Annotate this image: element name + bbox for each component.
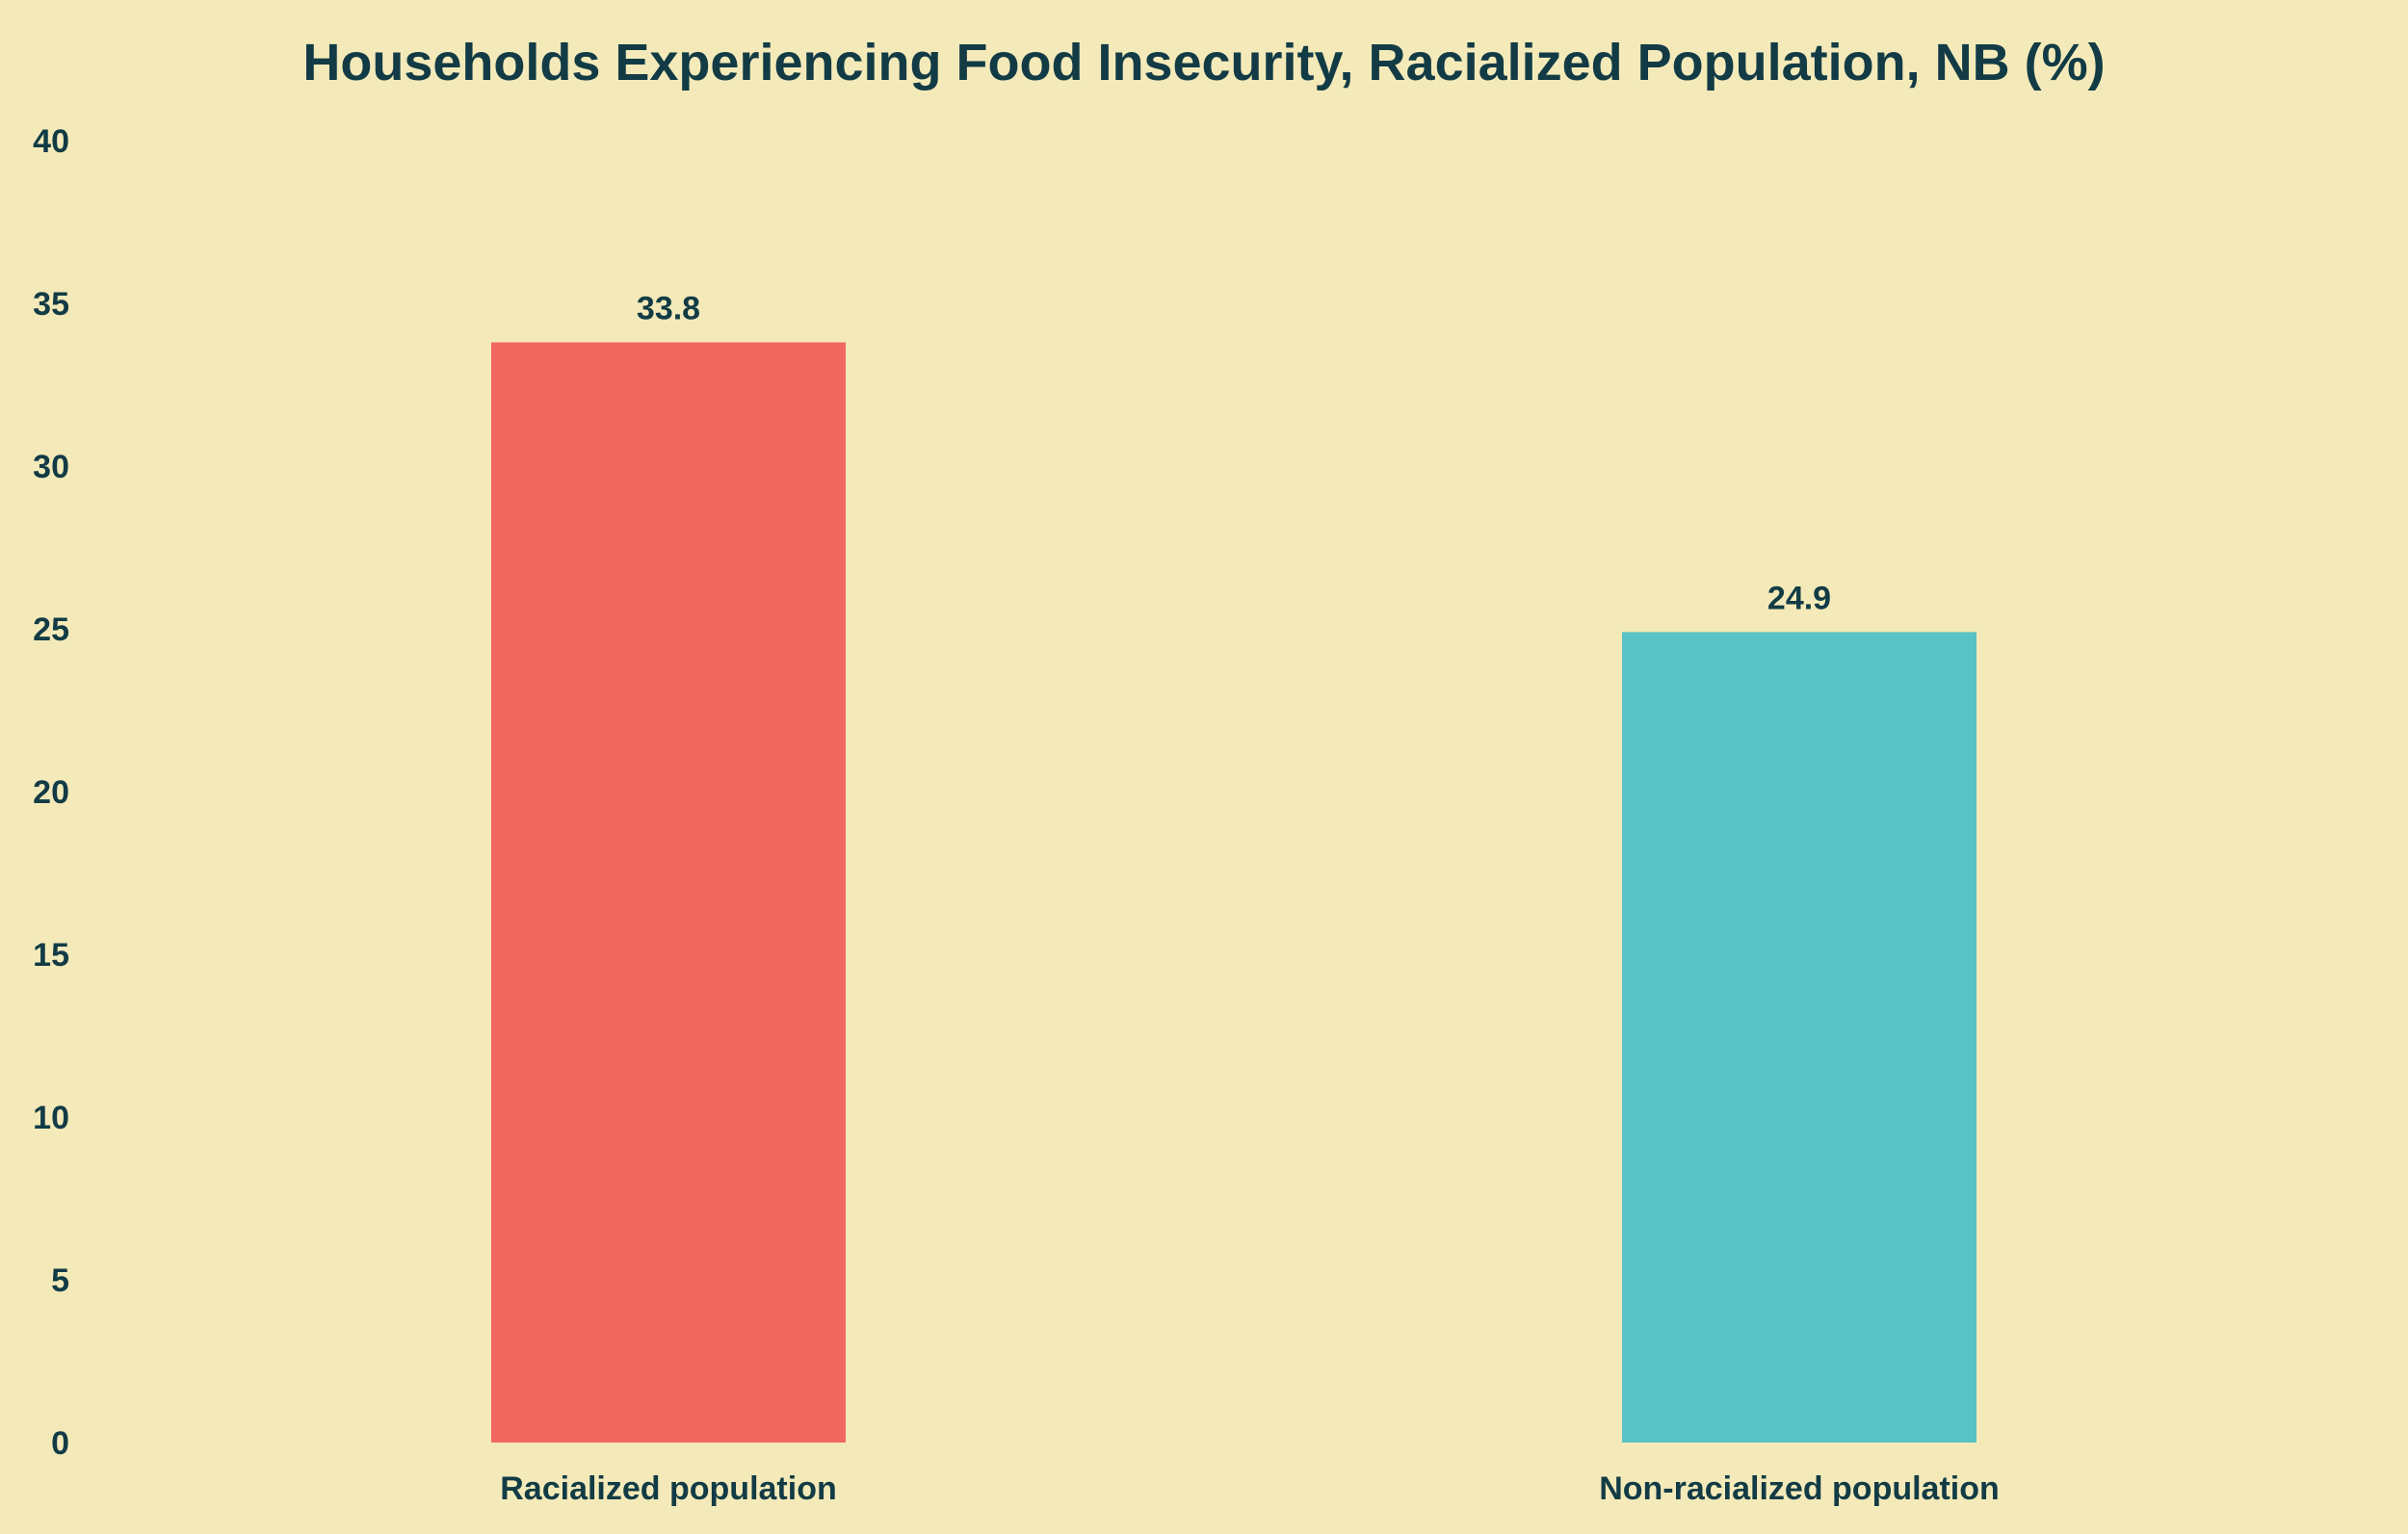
y-tick-label: 5	[51, 1262, 69, 1299]
y-tick-label: 30	[33, 449, 69, 485]
data-labels: 33.8 24.9	[637, 291, 1831, 617]
bar	[1622, 632, 1976, 1443]
y-axis: 0 5 10 15 20 25 30 35 40	[33, 123, 69, 1462]
y-tick-label: 35	[33, 286, 69, 323]
bars	[491, 342, 1976, 1443]
x-category-label: Non-racialized population	[1599, 1470, 2000, 1507]
x-axis: Racialized population Non-racialized popu…	[500, 1470, 2000, 1507]
y-tick-label: 10	[33, 1100, 69, 1136]
y-tick-label: 25	[33, 611, 69, 648]
y-tick-label: 15	[33, 937, 69, 974]
y-tick-label: 0	[51, 1425, 69, 1462]
chart-title: Households Experiencing Food Insecurity,…	[302, 34, 2105, 91]
bar	[491, 342, 846, 1443]
x-category-label: Racialized population	[500, 1470, 836, 1507]
bar-value-label: 33.8	[637, 291, 700, 327]
bar-value-label: 24.9	[1767, 580, 1831, 616]
y-tick-label: 20	[33, 774, 69, 811]
y-tick-label: 40	[33, 123, 69, 160]
